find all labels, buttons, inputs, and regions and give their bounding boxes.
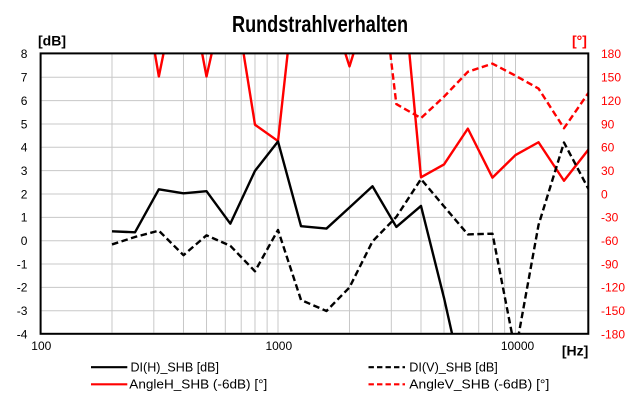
svg-text:6: 6 bbox=[21, 94, 28, 108]
svg-text:1000: 1000 bbox=[265, 339, 292, 353]
svg-text:-1: -1 bbox=[17, 257, 28, 271]
svg-text:-30: -30 bbox=[601, 211, 619, 225]
svg-text:3: 3 bbox=[21, 164, 28, 178]
svg-text:-60: -60 bbox=[601, 234, 619, 248]
svg-text:5: 5 bbox=[21, 117, 28, 131]
svg-text:90: 90 bbox=[601, 117, 615, 131]
svg-text:AngleH_SHB (-6dB) [°]: AngleH_SHB (-6dB) [°] bbox=[129, 378, 267, 392]
svg-text:7: 7 bbox=[21, 71, 28, 85]
svg-text:-3: -3 bbox=[17, 304, 28, 318]
svg-text:Rundstrahlverhalten: Rundstrahlverhalten bbox=[232, 11, 408, 37]
svg-text:10000: 10000 bbox=[501, 339, 535, 353]
svg-text:AngleV_SHB (-6dB) [°]: AngleV_SHB (-6dB) [°] bbox=[409, 378, 549, 392]
svg-text:-2: -2 bbox=[17, 281, 28, 295]
svg-text:DI(V)_SHB [dB]: DI(V)_SHB [dB] bbox=[409, 361, 498, 375]
svg-text:0: 0 bbox=[21, 234, 28, 248]
svg-text:120: 120 bbox=[601, 94, 621, 108]
svg-text:30: 30 bbox=[601, 164, 615, 178]
svg-text:4: 4 bbox=[21, 141, 28, 155]
svg-text:180: 180 bbox=[601, 47, 621, 61]
svg-text:150: 150 bbox=[601, 71, 621, 85]
svg-text:60: 60 bbox=[601, 141, 615, 155]
svg-text:DI(H)_SHB [dB]: DI(H)_SHB [dB] bbox=[131, 361, 220, 375]
svg-text:100: 100 bbox=[31, 339, 51, 353]
svg-text:[°]: [°] bbox=[572, 32, 587, 48]
svg-text:-4: -4 bbox=[17, 327, 28, 341]
svg-text:-180: -180 bbox=[601, 327, 625, 341]
svg-text:0: 0 bbox=[601, 187, 608, 201]
svg-text:2: 2 bbox=[21, 187, 28, 201]
svg-text:[dB]: [dB] bbox=[38, 32, 66, 48]
svg-text:1: 1 bbox=[21, 211, 28, 225]
svg-text:[Hz]: [Hz] bbox=[562, 343, 588, 359]
svg-text:-150: -150 bbox=[601, 304, 625, 318]
svg-text:8: 8 bbox=[21, 47, 28, 61]
svg-text:-120: -120 bbox=[601, 281, 625, 295]
svg-text:-90: -90 bbox=[601, 257, 619, 271]
